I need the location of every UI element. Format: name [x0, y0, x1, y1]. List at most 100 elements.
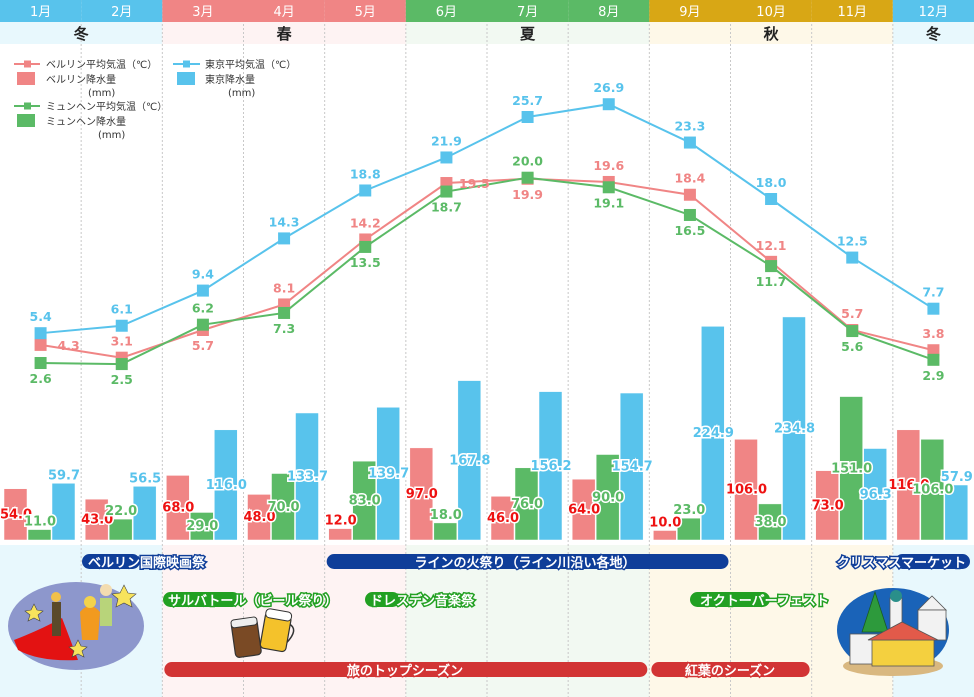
bar-berlin	[409, 447, 434, 541]
season-label-autumn: 秋	[764, 25, 780, 43]
month-label: 12月	[919, 5, 949, 20]
temp-label-berlin: 19.6	[593, 158, 624, 173]
bar-label-tokyo: 234.8	[774, 421, 815, 436]
marker-munich	[440, 185, 453, 198]
event-label: オクトーバーフェスト	[700, 594, 829, 609]
event-bar	[365, 592, 400, 607]
marker-tokyo	[278, 232, 291, 245]
marker-berlin	[683, 188, 696, 201]
temp-label-berlin: 3.8	[922, 326, 944, 341]
marker-munich	[846, 325, 859, 338]
legend-tokyo-precip-label: 東京降水量	[205, 73, 255, 86]
legend-berlin-precip-unit: (mm)	[88, 88, 115, 99]
bar-label-tokyo: 224.9	[693, 426, 734, 441]
marker-munich	[927, 353, 940, 366]
event-bar	[164, 662, 648, 677]
marker-tokyo	[34, 327, 47, 340]
bar-label-berlin: 73.0	[812, 498, 844, 513]
season-label-spring: 春	[277, 25, 292, 43]
bar-label-berlin: 10.0	[649, 516, 681, 531]
temp-label-berlin: 18.4	[674, 171, 705, 186]
temp-label-berlin: 3.1	[111, 334, 133, 349]
temp-label-berlin: 8.1	[273, 280, 295, 295]
bar-tokyo	[944, 484, 969, 541]
bar-berlin	[3, 488, 28, 541]
temp-label-berlin: 5.7	[841, 306, 863, 321]
legend-berlin-precip: ベルリン降水量 (mm)	[17, 72, 116, 99]
month-header-cell	[0, 0, 82, 22]
bar-tokyo	[295, 412, 319, 541]
temp-label-tokyo: 18.8	[350, 166, 381, 181]
month-label: 1月	[30, 5, 51, 20]
legend-tokyo-precip-unit: (mm)	[228, 88, 255, 99]
bar-berlin	[815, 470, 839, 541]
season-label-summer: 夏	[519, 25, 536, 43]
bar-label-berlin: 46.0	[487, 511, 519, 526]
event-bar	[326, 554, 729, 569]
temp-label-tokyo: 9.4	[192, 267, 214, 282]
bar-label-tokyo: 57.9	[941, 470, 973, 485]
event-label: 旅のトップシーズン	[347, 663, 463, 679]
marker-munich	[521, 171, 534, 184]
month-header-cell	[487, 0, 569, 22]
bar-munich	[920, 439, 945, 541]
event-bar	[895, 554, 970, 569]
month-label: 7月	[517, 5, 538, 20]
temp-label-munich: 2.5	[111, 372, 133, 387]
bar-label-tokyo: 167.8	[449, 453, 490, 468]
temp-label-berlin: 14.2	[350, 215, 381, 230]
legend-tokyo-temp: 東京平均気温（℃）	[173, 58, 296, 71]
bar-label-munich: 38.0	[754, 515, 786, 530]
month-gridlines	[80, 0, 894, 697]
temp-label-berlin: 19.5	[459, 176, 490, 191]
marker-tokyo	[846, 251, 859, 264]
bar-label-tokyo: 133.7	[287, 469, 328, 484]
bar-tokyo	[214, 429, 238, 541]
event-label: サルバトール（ビール祭り）	[168, 593, 337, 609]
bar-tokyo	[457, 380, 482, 541]
film-festival-illustration	[8, 582, 144, 670]
month-label: 4月	[273, 5, 294, 20]
bar-tokyo	[863, 448, 887, 541]
month-header-cell	[892, 0, 974, 22]
event-label: クリスマスマーケット	[837, 556, 966, 571]
bar-label-munich: 29.0	[186, 519, 218, 534]
bar-label-tokyo: 59.7	[48, 468, 80, 483]
temp-label-munich: 6.2	[192, 301, 214, 316]
bar-label-berlin: 54.0	[0, 507, 32, 522]
month-header: 1月 2月 3月 4月 5月 6月 7月 8月 9月 10月 11月 12月	[0, 0, 974, 22]
bar-munich	[352, 460, 376, 541]
temp-label-tokyo: 18.0	[756, 175, 787, 190]
legend-berlin-temp: ベルリン平均気温（℃）	[14, 58, 157, 71]
bar-label-berlin: 64.0	[568, 503, 600, 518]
bar-munich	[758, 503, 782, 541]
month-label: 6月	[436, 5, 457, 20]
bar-label-munich: 106.0	[912, 483, 953, 498]
bar-munich	[839, 396, 863, 541]
bar-label-tokyo: 154.7	[612, 460, 653, 475]
temp-label-berlin: 4.3	[58, 338, 80, 353]
bar-label-munich: 22.0	[105, 504, 137, 519]
bar-label-munich: 70.0	[267, 500, 299, 515]
temp-label-berlin: 12.1	[756, 238, 787, 253]
legend: ベルリン平均気温（℃） ベルリン降水量 (mm) ミュンヘン平均気温（℃） ミュ…	[14, 58, 296, 141]
season-label-winter: 冬	[926, 25, 941, 43]
precipitation-bars	[3, 316, 969, 541]
month-header-cell	[81, 0, 163, 22]
temp-label-munich: 16.5	[674, 223, 705, 238]
bar-label-berlin: 43.0	[81, 513, 113, 528]
bar-label-berlin: 97.0	[406, 487, 438, 502]
marker-munich	[602, 181, 615, 194]
marker-berlin	[927, 344, 940, 357]
temp-label-munich: 18.7	[431, 200, 462, 215]
temp-label-tokyo: 5.4	[30, 309, 52, 324]
events: ベルリン国際映画祭 ラインの火祭り（ライン川沿い各地） クリスマスマーケットサルバト…	[82, 554, 970, 681]
marker-munich	[765, 260, 778, 273]
bar-label-munich: 18.0	[430, 508, 462, 523]
marker-tokyo	[927, 302, 940, 315]
season-backgrounds	[0, 22, 974, 697]
bar-label-munich: 23.0	[673, 503, 705, 518]
bar-munich	[271, 473, 295, 541]
bar-tokyo	[538, 391, 563, 541]
event-bar	[690, 592, 770, 607]
